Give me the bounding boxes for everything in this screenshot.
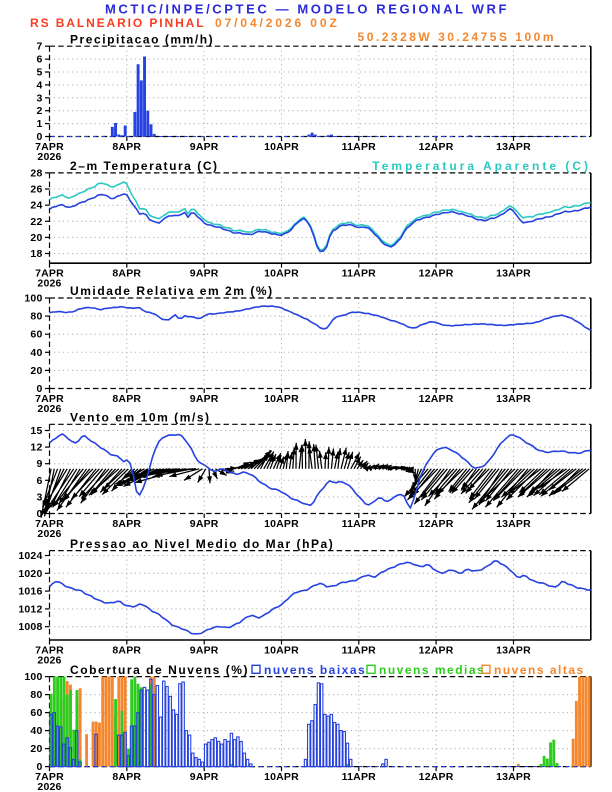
svg-text:Temperatura Aparente (C): Temperatura Aparente (C) <box>372 159 591 173</box>
svg-text:50.2328W 30.2475S 100m: 50.2328W 30.2475S 100m <box>358 30 556 44</box>
svg-text:26: 26 <box>30 184 42 196</box>
svg-text:Umidade Relativa em 2m (%): Umidade Relativa em 2m (%) <box>70 284 274 298</box>
svg-text:10APR: 10APR <box>264 141 299 153</box>
svg-text:0: 0 <box>36 383 42 395</box>
svg-text:9APR: 9APR <box>190 771 219 783</box>
svg-text:MCTIC/INPE/CPTEC — MODELO REGI: MCTIC/INPE/CPTEC — MODELO REGIONAL WRF <box>105 2 509 17</box>
svg-text:7APR: 7APR <box>35 141 64 153</box>
svg-text:nuvens medias: nuvens medias <box>379 663 485 677</box>
svg-text:1: 1 <box>36 118 42 130</box>
svg-text:11APR: 11APR <box>342 645 376 657</box>
svg-text:12APR: 12APR <box>419 268 454 280</box>
svg-text:1016: 1016 <box>18 586 42 598</box>
svg-text:2: 2 <box>36 105 42 117</box>
svg-text:60: 60 <box>30 329 42 341</box>
svg-text:Vento em 10m (m/s): Vento em 10m (m/s) <box>70 411 211 425</box>
svg-text:0: 0 <box>36 508 42 520</box>
svg-text:13APR: 13APR <box>496 771 531 783</box>
svg-text:12APR: 12APR <box>419 645 454 657</box>
svg-text:28: 28 <box>30 167 42 179</box>
svg-text:2026: 2026 <box>37 403 61 415</box>
svg-text:6: 6 <box>36 475 42 487</box>
svg-text:80: 80 <box>30 689 42 701</box>
svg-text:9APR: 9APR <box>190 393 219 405</box>
svg-text:60: 60 <box>30 707 42 719</box>
svg-text:24: 24 <box>30 200 42 212</box>
svg-text:11APR: 11APR <box>342 518 376 530</box>
svg-text:12APR: 12APR <box>419 393 454 405</box>
svg-text:7APR: 7APR <box>35 645 64 657</box>
svg-text:RS BALNEARIO PINHAL: RS BALNEARIO PINHAL <box>30 16 205 30</box>
svg-text:11APR: 11APR <box>342 141 376 153</box>
svg-text:100: 100 <box>24 293 42 305</box>
svg-text:18: 18 <box>30 248 42 260</box>
svg-text:12: 12 <box>30 442 42 454</box>
svg-text:8APR: 8APR <box>112 141 141 153</box>
svg-text:nuvens baixas: nuvens baixas <box>264 663 366 677</box>
svg-text:100: 100 <box>24 671 42 683</box>
svg-text:1024: 1024 <box>18 550 42 562</box>
svg-text:13APR: 13APR <box>496 645 531 657</box>
svg-text:10APR: 10APR <box>264 771 299 783</box>
svg-text:nuvens altas: nuvens altas <box>494 663 585 677</box>
svg-text:7: 7 <box>36 41 42 53</box>
svg-text:11APR: 11APR <box>342 268 376 280</box>
svg-text:13APR: 13APR <box>496 141 531 153</box>
svg-text:20: 20 <box>30 365 42 377</box>
svg-text:1008: 1008 <box>18 621 42 633</box>
svg-text:13APR: 13APR <box>496 518 531 530</box>
svg-text:1020: 1020 <box>18 568 42 580</box>
svg-text:40: 40 <box>30 725 42 737</box>
svg-text:20: 20 <box>30 232 42 244</box>
svg-text:8APR: 8APR <box>112 645 141 657</box>
svg-text:2–m Temperatura (C): 2–m Temperatura (C) <box>70 159 219 173</box>
svg-text:Cobertura de Nuvens (%): Cobertura de Nuvens (%) <box>70 663 249 677</box>
svg-text:11APR: 11APR <box>342 393 376 405</box>
svg-text:3: 3 <box>36 491 42 503</box>
svg-text:0: 0 <box>36 761 42 773</box>
svg-text:8APR: 8APR <box>112 393 141 405</box>
svg-text:8APR: 8APR <box>112 268 141 280</box>
svg-text:2026: 2026 <box>37 655 61 667</box>
svg-text:Precipitacao (mm/h): Precipitacao (mm/h) <box>70 32 214 46</box>
svg-text:13APR: 13APR <box>496 393 531 405</box>
svg-text:0: 0 <box>36 131 42 143</box>
svg-text:Pressao ao Nivel Medio do Mar: Pressao ao Nivel Medio do Mar (hPa) <box>70 537 334 551</box>
svg-text:9APR: 9APR <box>190 518 219 530</box>
svg-text:10APR: 10APR <box>264 518 299 530</box>
svg-text:10APR: 10APR <box>264 393 299 405</box>
svg-text:2026: 2026 <box>37 278 61 290</box>
svg-text:7APR: 7APR <box>35 771 64 783</box>
svg-text:7APR: 7APR <box>35 393 64 405</box>
svg-text:1012: 1012 <box>18 603 42 615</box>
svg-text:9APR: 9APR <box>190 268 219 280</box>
svg-text:2026: 2026 <box>37 781 61 792</box>
svg-text:7APR: 7APR <box>35 518 64 530</box>
svg-text:07/04/2026 00Z: 07/04/2026 00Z <box>215 16 340 30</box>
svg-text:9APR: 9APR <box>190 141 219 153</box>
svg-text:6: 6 <box>36 54 42 66</box>
svg-text:12APR: 12APR <box>419 771 454 783</box>
svg-text:8APR: 8APR <box>112 518 141 530</box>
svg-text:13APR: 13APR <box>496 268 531 280</box>
svg-text:9: 9 <box>36 458 42 470</box>
svg-text:5: 5 <box>36 67 42 79</box>
svg-text:9APR: 9APR <box>190 645 219 657</box>
svg-text:8APR: 8APR <box>112 771 141 783</box>
svg-text:2026: 2026 <box>37 528 61 540</box>
svg-text:4: 4 <box>36 79 42 91</box>
svg-text:10APR: 10APR <box>264 268 299 280</box>
svg-text:22: 22 <box>30 216 42 228</box>
svg-text:15: 15 <box>30 425 42 437</box>
svg-text:11APR: 11APR <box>342 771 376 783</box>
svg-text:40: 40 <box>30 347 42 359</box>
svg-text:12APR: 12APR <box>419 518 454 530</box>
svg-text:12APR: 12APR <box>419 141 454 153</box>
svg-text:3: 3 <box>36 92 42 104</box>
svg-text:80: 80 <box>30 311 42 323</box>
svg-text:2026: 2026 <box>37 151 61 163</box>
svg-text:20: 20 <box>30 743 42 755</box>
svg-text:10APR: 10APR <box>264 645 299 657</box>
svg-text:7APR: 7APR <box>35 268 64 280</box>
